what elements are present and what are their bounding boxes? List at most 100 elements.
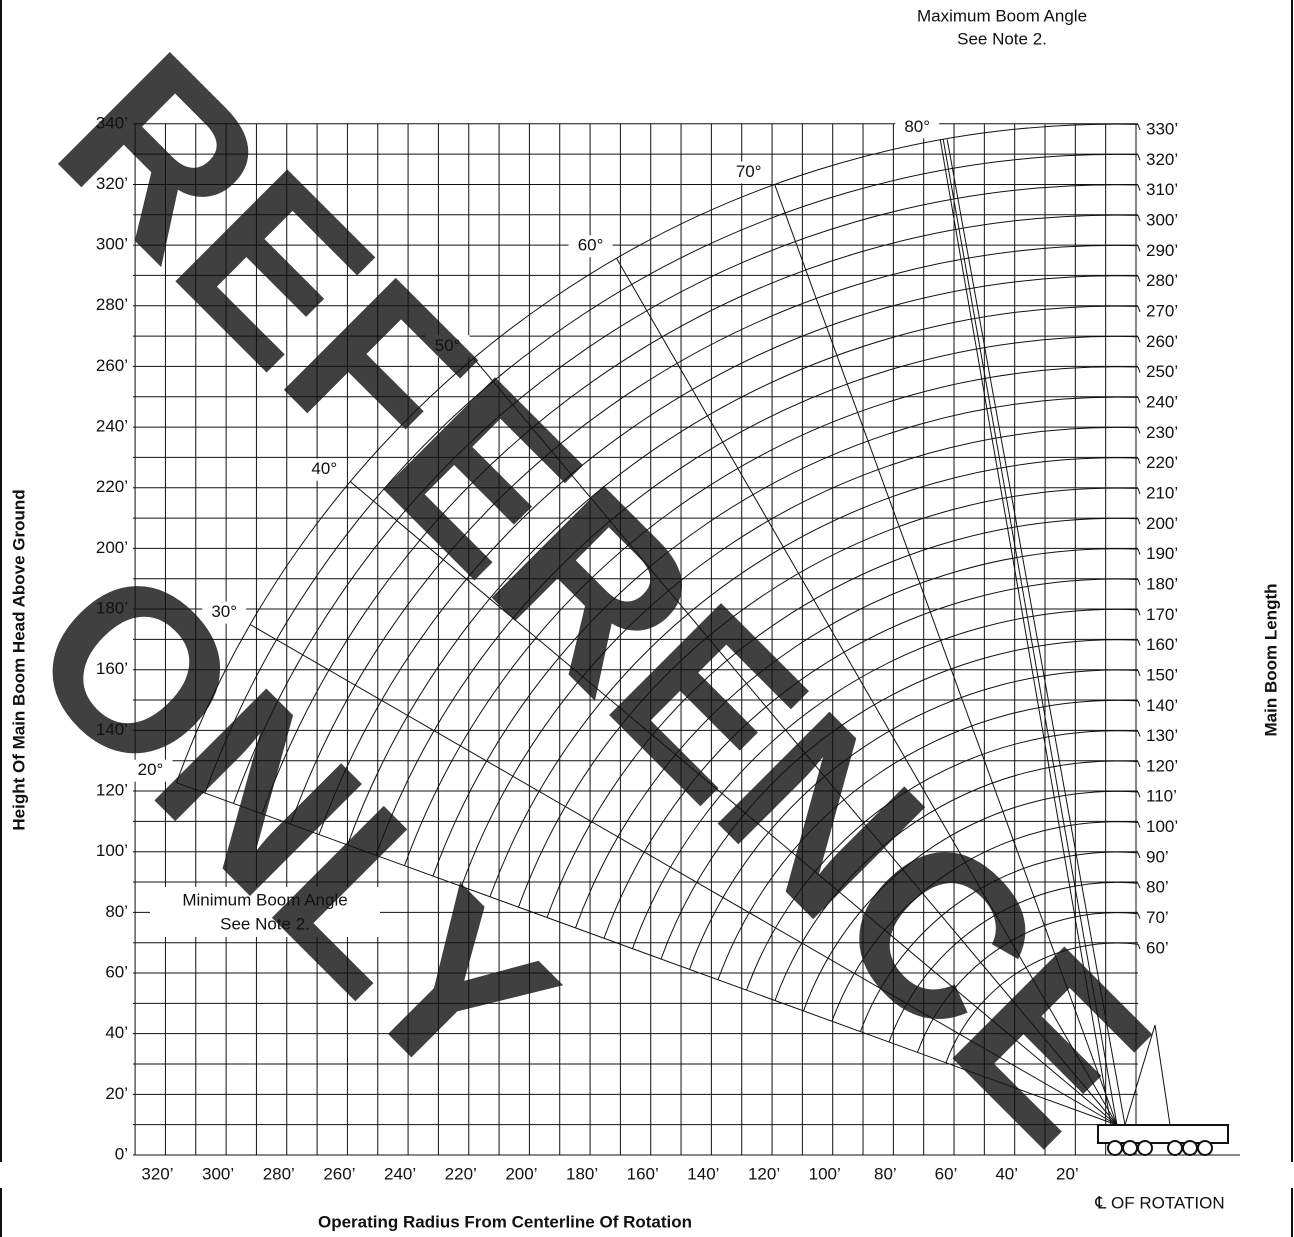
label-bg	[302, 458, 347, 481]
boom-length-arc	[176, 123, 1139, 783]
boom-length-arc	[404, 366, 1139, 866]
boom-length-arc	[746, 730, 1139, 991]
angle-label: 50°	[435, 336, 461, 355]
x-tick-label: 60’	[935, 1164, 958, 1183]
y-tick-label: 160’	[96, 659, 128, 678]
boom-length-label: 270’	[1146, 301, 1178, 320]
boom-length-label: 180’	[1146, 574, 1178, 593]
label-bg	[202, 601, 247, 624]
label-leader	[1137, 154, 1141, 161]
label-leader	[1137, 245, 1141, 252]
label-bg	[0, 1162, 1294, 1188]
x-tick-label: 40’	[995, 1164, 1018, 1183]
boom	[946, 139, 1126, 1126]
boom-angle-line	[349, 481, 1118, 1126]
y-tick-label: 240’	[96, 417, 128, 436]
boom-length-arc	[575, 548, 1139, 929]
y-tick-label: 340’	[96, 113, 128, 132]
boom-length-arc	[888, 881, 1139, 1043]
label-leader	[1137, 397, 1141, 404]
angle-label: 40°	[311, 459, 337, 478]
label-leader	[1137, 852, 1141, 859]
boom-length-label: 150’	[1146, 665, 1178, 684]
boom-length-arc	[660, 639, 1139, 960]
boom	[939, 139, 1112, 1126]
mast	[1124, 1024, 1156, 1126]
boom-length-arc	[204, 153, 1139, 794]
wheel	[1182, 1140, 1198, 1156]
label-leader	[1137, 883, 1141, 889]
label-leader	[1137, 609, 1141, 616]
boom-length-arc	[432, 396, 1139, 877]
boom-length-arc	[461, 426, 1139, 887]
angle-label: 20°	[138, 760, 164, 779]
boom-length-arc	[945, 942, 1139, 1063]
wheel	[1107, 1140, 1123, 1156]
y-tick-label: 0’	[115, 1144, 128, 1163]
boom-length-label: 160’	[1146, 635, 1178, 654]
boom-length-label: 260’	[1146, 332, 1178, 351]
boom-length-label: 70’	[1146, 908, 1169, 927]
label-leader	[1137, 731, 1141, 737]
x-tick-label: 140’	[687, 1164, 719, 1183]
label-leader	[1137, 427, 1141, 434]
boom-length-label: 200’	[1146, 514, 1178, 533]
wheel	[1167, 1140, 1183, 1156]
label-leader	[1137, 457, 1141, 464]
label-leader	[1137, 488, 1141, 495]
boom-length-label: 90’	[1146, 847, 1169, 866]
label-bg	[895, 116, 940, 139]
boom-length-arc	[774, 760, 1139, 1001]
y-tick-label: 220’	[96, 477, 128, 496]
boom-length-label: 250’	[1146, 362, 1178, 381]
label-leader	[1137, 761, 1141, 768]
boom-length-label: 310’	[1146, 180, 1178, 199]
label-leader	[1137, 336, 1141, 343]
label-leader	[1137, 700, 1141, 707]
label-leader	[1137, 215, 1141, 222]
label-leader	[1137, 275, 1141, 282]
boom-length-label: 240’	[1146, 392, 1178, 411]
x-tick-label: 160’	[627, 1164, 659, 1183]
boom-angle-line	[616, 257, 1118, 1126]
boom-length-label: 110’	[1146, 787, 1177, 806]
boom-length-label: 80’	[1146, 878, 1169, 897]
angle-label: 30°	[211, 602, 237, 621]
boom-angle-line	[942, 139, 1118, 1126]
boom-length-label: 120’	[1146, 756, 1178, 775]
x-tick-label: 200’	[505, 1164, 537, 1183]
y-tick-label: 260’	[96, 356, 128, 375]
x-tick-label: 120’	[748, 1164, 780, 1183]
wheel	[1197, 1140, 1213, 1156]
y-tick-label: 280’	[96, 295, 128, 314]
label-leader	[1137, 366, 1141, 373]
boom-length-label: 190’	[1146, 544, 1178, 563]
angle-label: 80°	[904, 117, 930, 136]
boom-length-arc	[347, 305, 1139, 846]
boom-length-label: 330’	[1146, 119, 1178, 138]
max-note-line: Maximum Boom Angle	[917, 6, 1087, 25]
min-note-line: See Note 2.	[220, 914, 310, 933]
boom-length-arc	[290, 244, 1139, 825]
x-tick-label: 220’	[445, 1164, 477, 1183]
boom-angle-line	[774, 184, 1118, 1126]
x-tick-label: 240’	[384, 1164, 416, 1183]
centerline-label: ℄ OF ROTATION	[1094, 1193, 1224, 1212]
carrier	[1097, 1124, 1229, 1144]
boom-length-arc	[489, 457, 1139, 897]
label-leader	[1137, 913, 1141, 919]
wheel	[1122, 1140, 1138, 1156]
label-bg	[128, 759, 173, 782]
angle-label: 60°	[578, 236, 604, 255]
y-tick-label: 120’	[96, 781, 128, 800]
boom-length-label: 130’	[1146, 726, 1178, 745]
x-tick-label: 80’	[874, 1164, 897, 1183]
boom-length-label: 300’	[1146, 210, 1178, 229]
boom-angle-line	[176, 782, 1118, 1126]
label-leader	[1137, 944, 1141, 950]
boom-length-arc	[546, 517, 1139, 918]
boom-length-arc	[261, 214, 1139, 814]
label-leader	[1137, 670, 1141, 677]
